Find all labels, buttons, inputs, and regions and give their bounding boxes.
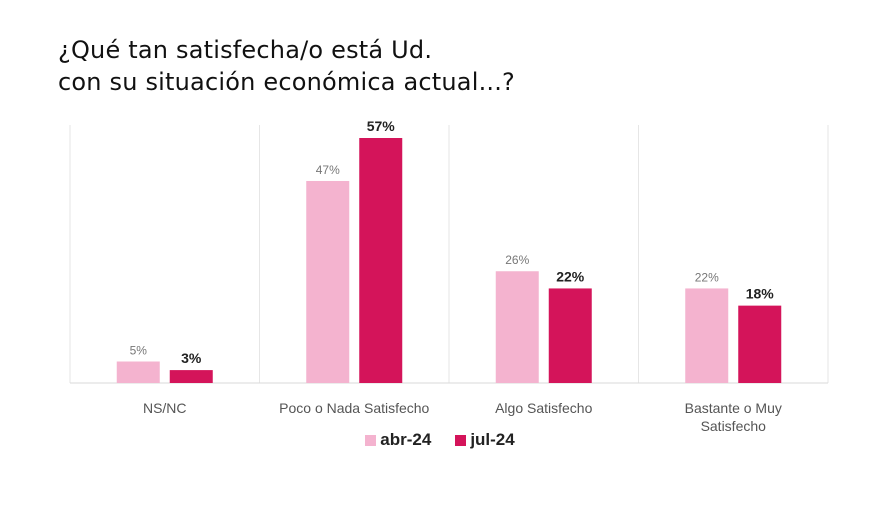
category-label: Algo Satisfecho: [495, 400, 592, 416]
legend-label-abr: abr-24: [380, 430, 432, 449]
legend-item-abr: abr-24: [365, 430, 431, 450]
bar-abr-24: [495, 271, 539, 383]
bar-jul-24: [738, 305, 782, 383]
category-label: NS/NC: [143, 400, 187, 416]
category-label: Poco o Nada Satisfecho: [279, 400, 429, 416]
chart-title: ¿Qué tan satisfecha/o está Ud. con su si…: [58, 34, 515, 98]
bar-abr-24: [306, 180, 350, 383]
bar-jul-24: [359, 138, 403, 383]
data-label-abr-24: 5%: [130, 344, 148, 358]
title-line-1: ¿Qué tan satisfecha/o está Ud.: [58, 36, 433, 64]
data-label-jul-24: 22%: [556, 268, 585, 284]
legend-item-jul: jul-24: [455, 430, 515, 450]
data-label-jul-24: 57%: [367, 118, 396, 134]
bar-jul-24: [169, 370, 213, 383]
data-label-abr-24: 47%: [316, 163, 340, 177]
legend-label-jul: jul-24: [470, 430, 515, 449]
bar-abr-24: [685, 288, 729, 383]
legend: abr-24 jul-24: [0, 430, 880, 450]
legend-swatch-jul: [455, 434, 467, 446]
data-label-jul-24: 18%: [746, 286, 775, 302]
legend-swatch-abr: [365, 434, 377, 446]
data-label-jul-24: 3%: [181, 350, 202, 366]
bar-jul-24: [548, 288, 592, 383]
title-line-2: con su situación económica actual...?: [58, 68, 515, 96]
category-label: Satisfecho: [701, 418, 767, 434]
data-label-abr-24: 26%: [505, 253, 529, 267]
data-label-abr-24: 22%: [695, 270, 719, 284]
category-label: Bastante o Muy: [685, 400, 782, 416]
bar-abr-24: [116, 361, 160, 383]
